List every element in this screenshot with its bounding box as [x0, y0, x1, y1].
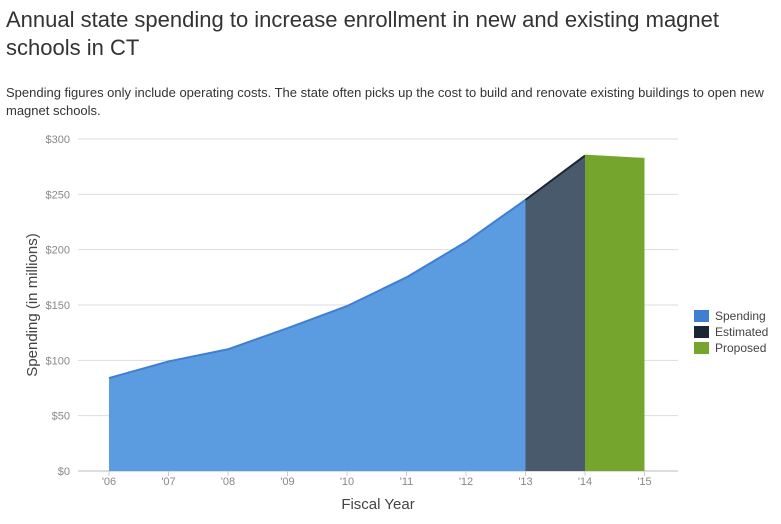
- x-tick-label: '09: [280, 476, 294, 488]
- chart-areas: [108, 154, 645, 471]
- x-axis-ticks: '06 '07 '08 '09 '10 '11 '12 '13 '14 '15: [102, 471, 652, 488]
- x-tick-label: '13: [518, 476, 532, 488]
- chart-subtitle: Spending figures only include operating …: [6, 85, 764, 118]
- area-spending: [109, 199, 526, 471]
- chart-title: Annual state spending to increase enroll…: [6, 7, 720, 60]
- y-tick-label: $300: [46, 134, 70, 146]
- y-axis-label: Spending (in millions): [24, 233, 41, 376]
- y-tick-label: $0: [58, 466, 70, 478]
- chart-legend: Spending Estimated Proposed: [694, 309, 768, 355]
- x-tick-label: '07: [161, 476, 175, 488]
- y-tick-label: $50: [52, 411, 70, 423]
- legend-label-spending: Spending: [715, 309, 766, 323]
- legend-label-estimated: Estimated: [715, 325, 768, 339]
- x-tick-label: '08: [221, 476, 235, 488]
- legend-swatch-estimated: [694, 326, 709, 338]
- x-tick-label: '06: [102, 476, 116, 488]
- line-proposed: [584, 154, 645, 160]
- y-tick-label: $150: [46, 300, 70, 312]
- x-axis-label: Fiscal Year: [341, 496, 414, 513]
- area-estimated: [525, 155, 585, 471]
- y-axis-ticks: $0 $50 $100 $150 $200 $250 $300: [46, 134, 70, 478]
- legend-label-proposed: Proposed: [715, 341, 766, 355]
- y-tick-label: $100: [46, 355, 70, 367]
- legend-swatch-proposed: [694, 342, 709, 354]
- line-spending: [108, 199, 527, 380]
- x-tick-label: '10: [340, 476, 354, 488]
- legend-swatch-spending: [694, 310, 709, 322]
- y-tick-label: $200: [46, 245, 70, 257]
- x-tick-label: '12: [459, 476, 473, 488]
- line-estimated: [524, 154, 586, 201]
- x-tick-label: '15: [637, 476, 651, 488]
- x-tick-label: '14: [578, 476, 592, 488]
- x-tick-label: '11: [400, 476, 414, 488]
- y-tick-label: $250: [46, 189, 70, 201]
- area-proposed: [585, 155, 645, 471]
